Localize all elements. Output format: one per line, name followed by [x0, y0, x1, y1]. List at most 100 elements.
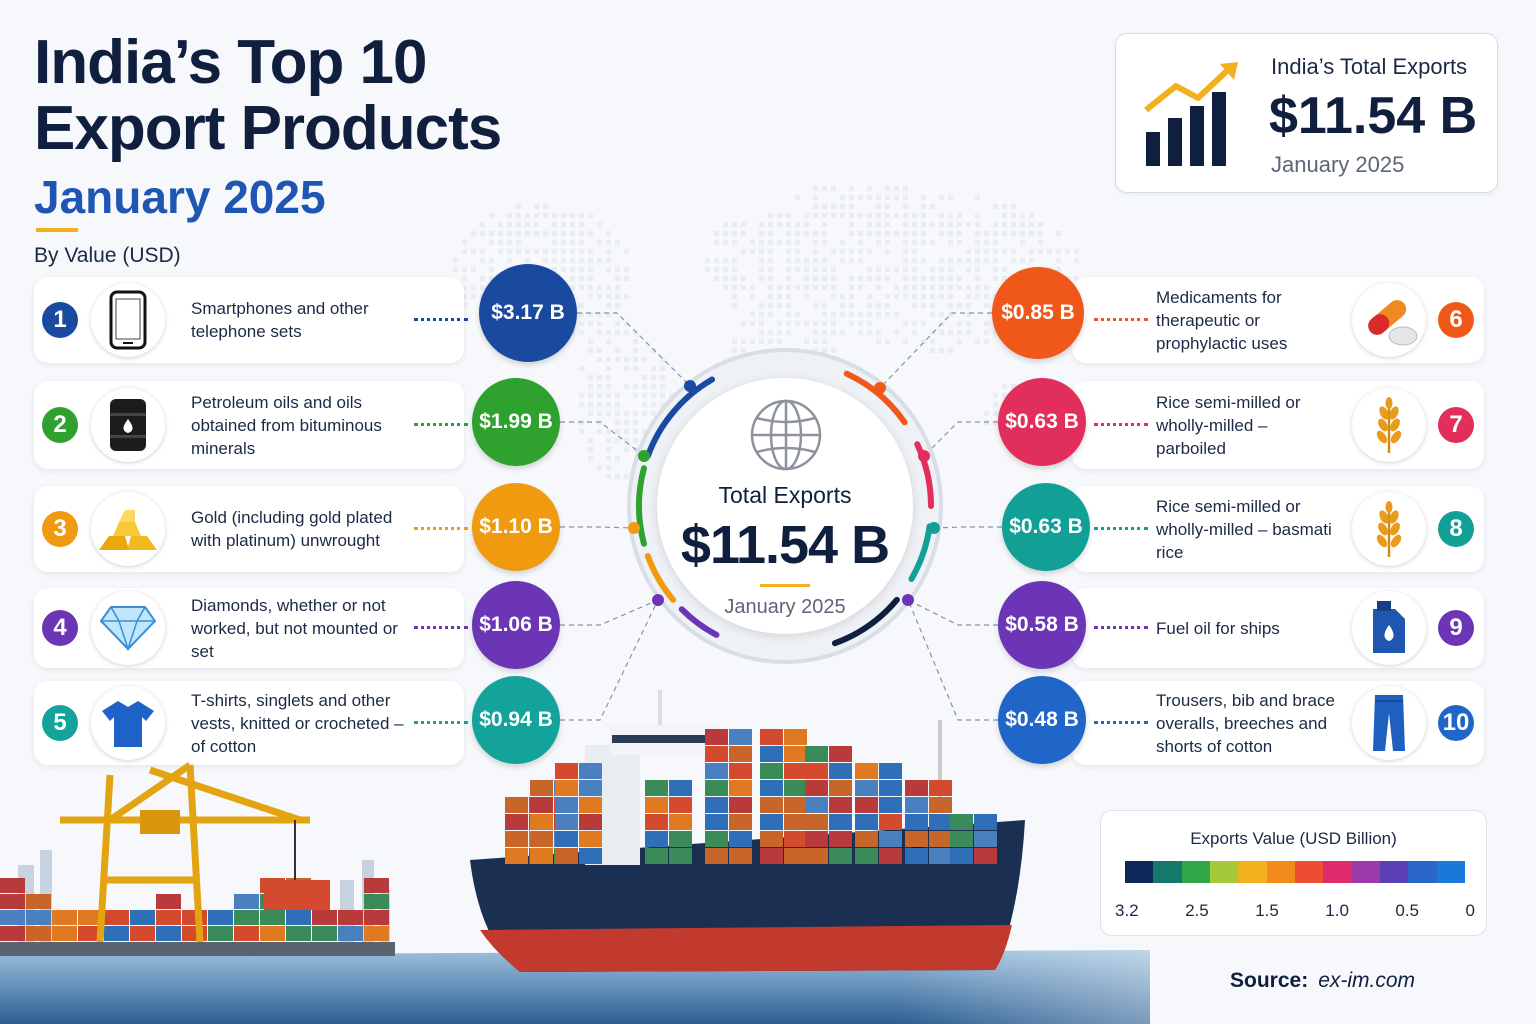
rank-badge: 5: [42, 705, 78, 741]
rank-badge: 9: [1438, 610, 1474, 646]
product-name: Petroleum oils and oils obtained from bi…: [191, 392, 382, 458]
oil-barrel-icon: [91, 388, 165, 462]
rank-badge: 3: [42, 511, 78, 547]
product-row-9: 9 Fuel oil for ships: [1072, 588, 1484, 668]
product-row-10: 10 Trousers, bib and brace overalls, bree…: [1072, 681, 1484, 765]
product-name: Trousers, bib and brace overalls, breech…: [1156, 690, 1335, 756]
center-date: January 2025: [724, 596, 846, 618]
rank-badge: 6: [1438, 302, 1474, 338]
value-bubble-7: $0.63 B: [998, 378, 1086, 466]
value-bubble-3: $1.10 B: [472, 483, 560, 571]
total-exports-value: $11.54 B: [1269, 87, 1478, 145]
dotted-leader: [414, 527, 468, 530]
source-label: Source:: [1230, 969, 1309, 992]
source-note: Source: ex-im.com: [1230, 969, 1415, 993]
dotted-leader: [414, 721, 468, 724]
legend-ticks: 3.2 2.5 1.5 1.0 0.5 0: [1115, 901, 1475, 921]
legend-swatch: [1209, 861, 1239, 883]
product-name: Fuel oil for ships: [1156, 618, 1280, 638]
product-name: Smartphones and other telephone sets: [191, 299, 369, 341]
product-row-7: 7 Rice semi-milled or wholly-milled – par…: [1072, 381, 1484, 469]
legend-swatch: [1238, 861, 1267, 883]
gold-bars-icon: [91, 492, 165, 566]
legend-swatch: [1181, 861, 1210, 883]
product-row-8: 8 Rice semi-milled or wholly-milled – bas…: [1072, 486, 1484, 572]
dotted-leader: [1094, 626, 1148, 629]
legend-swatch: [1125, 861, 1154, 883]
dotted-leader: [414, 626, 468, 629]
page-subtitle: January 2025: [34, 171, 326, 223]
tshirt-icon: [91, 686, 165, 760]
dotted-leader: [1094, 527, 1148, 530]
dotted-leader: [1094, 318, 1148, 321]
product-name: Diamonds, whether or not worked, but not…: [191, 595, 398, 661]
legend-tick: 0.5: [1395, 901, 1420, 920]
product-name: Medicaments for therapeutic or prophylac…: [1156, 287, 1288, 353]
rank-badge: 2: [42, 407, 78, 443]
rice-plant-icon: [1352, 388, 1426, 462]
product-row-6: 6 Medicaments for therapeutic or prophyla…: [1072, 277, 1484, 363]
growth-chart-icon: [1144, 62, 1238, 166]
product-row-3: 3 Gold (including gold plated with platin…: [34, 486, 468, 572]
value-bubble-1: $3.17 B: [479, 264, 577, 362]
dotted-leader: [414, 423, 468, 426]
rank-badge: 4: [42, 610, 78, 646]
port-ship-illustration: [0, 690, 1536, 1024]
rank-badge: 8: [1438, 511, 1474, 547]
legend-swatch: [1379, 861, 1409, 883]
trousers-icon: [1352, 686, 1426, 760]
source-value: ex-im.com: [1318, 969, 1416, 992]
product-name: T-shirts, singlets and other vests, knit…: [191, 690, 404, 756]
title-line-1: India’s Top 10: [34, 28, 428, 97]
product-name: Gold (including gold plated with platinu…: [191, 508, 393, 550]
dotted-leader: [414, 318, 468, 321]
value-bubble-6: $0.85 B: [992, 267, 1084, 359]
center-total-circle: Total Exports $11.54 B January 2025: [657, 378, 913, 634]
center-value: $11.54 B: [680, 515, 890, 575]
smartphone-icon: [91, 283, 165, 357]
rice-plant-icon: [1352, 492, 1426, 566]
dotted-leader: [1094, 721, 1148, 724]
product-row-2: 2 Petroleum oils and oils obtained from b…: [34, 381, 468, 469]
legend-swatch: [1323, 861, 1352, 883]
product-name: Rice semi-milled or wholly-milled – basm…: [1156, 496, 1332, 562]
color-scale-legend: Exports Value (USD Billion) 3.2 2.5 1.5 1.0…: [1100, 810, 1487, 936]
rank-badge: 1: [42, 302, 78, 338]
product-name: Rice semi-milled or wholly-milled – parb…: [1156, 392, 1301, 458]
rank-badge: 7: [1438, 407, 1474, 443]
legend-swatch: [1266, 861, 1295, 883]
legend-tick: 2.5: [1185, 901, 1209, 920]
legend-swatch: [1436, 861, 1465, 883]
center-label: Total Exports: [718, 482, 852, 508]
total-exports-label: India’s Total Exports: [1271, 54, 1468, 79]
fuel-can-icon: [1352, 591, 1426, 665]
by-value-label: By Value (USD): [34, 244, 181, 267]
legend-tick: 1.5: [1255, 901, 1279, 920]
globe-icon: [750, 399, 822, 471]
legend-swatch: [1408, 861, 1437, 883]
pill-capsule-icon: [1352, 283, 1426, 357]
total-exports-card: India’s Total Exports $11.54 B January 2…: [1115, 33, 1498, 193]
legend-tick: 3.2: [1115, 901, 1139, 920]
dotted-leader: [1094, 423, 1148, 426]
value-bubble-10: $0.48 B: [998, 676, 1086, 764]
legend-tick: 0: [1465, 901, 1475, 920]
legend-title: Exports Value (USD Billion): [1190, 829, 1397, 848]
total-exports-date: January 2025: [1271, 152, 1405, 177]
rank-badge: 10: [1438, 705, 1474, 741]
value-bubble-4: $1.06 B: [472, 581, 560, 669]
value-bubble-2: $1.99 B: [472, 378, 560, 466]
product-row-5: 5 T-shirts, singlets and other vests, kni…: [34, 681, 468, 765]
legend-swatch: [1351, 861, 1380, 883]
center-underline: [760, 584, 810, 587]
product-row-4: 4 Diamonds, whether or not worked, but no…: [34, 588, 468, 668]
page-title: India’s Top 10 Export Products: [34, 28, 502, 163]
value-bubble-8: $0.63 B: [1002, 483, 1090, 571]
legend-swatch: [1153, 861, 1182, 883]
title-line-2: Export Products: [34, 94, 502, 163]
legend-color-bar: [1125, 861, 1465, 883]
legend-swatch: [1294, 861, 1324, 883]
legend-tick: 1.0: [1325, 901, 1349, 920]
product-row-1: 1 Smartphones and other telephone sets: [34, 277, 468, 363]
value-bubble-5: $0.94 B: [472, 676, 560, 764]
